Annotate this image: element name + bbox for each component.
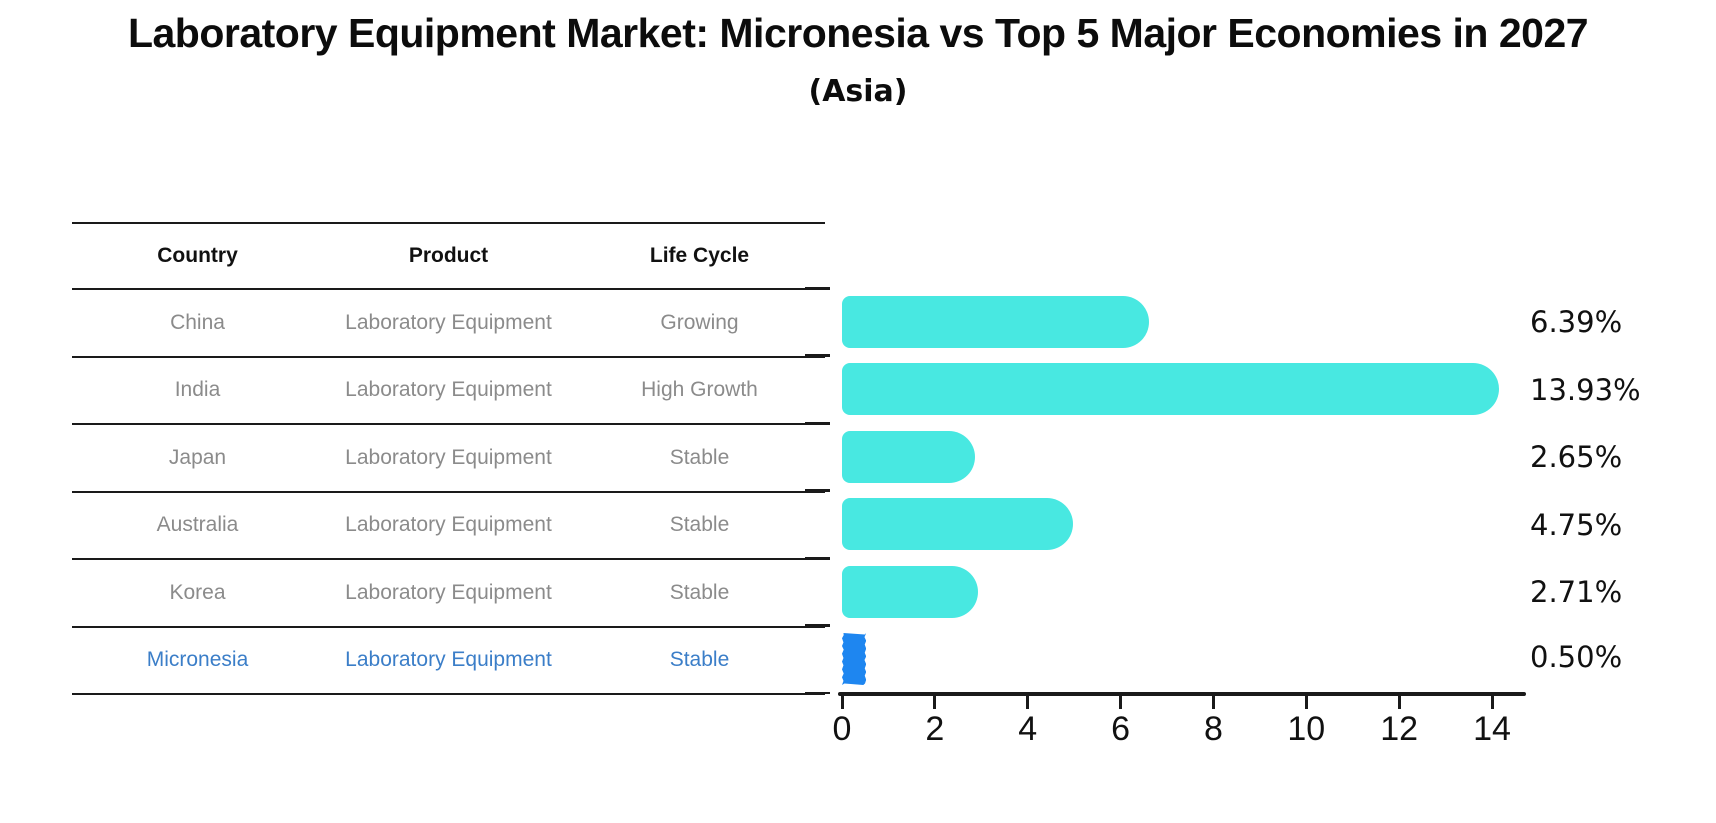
tick-mark (1026, 695, 1030, 709)
column-header-product: Product (408, 244, 489, 267)
table-row-india: India Laboratory Equipment High Growth (72, 358, 825, 425)
y-axis-tick (805, 557, 830, 560)
cell-country: Micronesia (146, 648, 249, 672)
country-table: Country Product Life Cycle China Laborat… (72, 222, 825, 695)
value-label-korea: 2.71% (1530, 575, 1623, 609)
column-header-life-cycle: Life Cycle (649, 244, 750, 267)
tick-label: 10 (1287, 710, 1326, 748)
cell-product: Laboratory Equipment (345, 513, 552, 537)
cell-country: Australia (156, 513, 239, 537)
tick-mark (1397, 695, 1401, 709)
x-axis-line (838, 692, 1526, 696)
cell-country: India (174, 378, 221, 402)
cell-country: Japan (168, 445, 227, 469)
table-row-korea: Korea Laboratory Equipment Stable (72, 560, 825, 628)
cell-life-cycle: High Growth (641, 378, 758, 402)
bar-japan (842, 430, 976, 483)
tick-mark (1490, 695, 1494, 709)
tick-mark (1211, 695, 1215, 709)
tick-label: 6 (1111, 710, 1131, 748)
column-header-country: Country (157, 244, 238, 267)
value-label-china: 6.39% (1530, 305, 1623, 339)
cell-life-cycle: Stable (669, 445, 730, 469)
value-label-micronesia: 0.50% (1530, 640, 1623, 674)
bar-micronesia (842, 633, 867, 685)
tick-label: 0 (832, 710, 852, 748)
table-row-japan: Japan Laboratory Equipment Stable (72, 425, 825, 493)
y-axis-tick (805, 489, 830, 492)
y-axis-tick (805, 287, 830, 290)
value-label-japan: 2.65% (1530, 440, 1623, 474)
y-axis-tick (805, 422, 830, 425)
cell-product: Laboratory Equipment (345, 648, 552, 672)
cell-life-cycle: Stable (669, 513, 730, 537)
cell-life-cycle: Growing (660, 310, 739, 334)
tick-label: 4 (1018, 710, 1038, 748)
tick-label: 14 (1473, 710, 1511, 748)
cell-country: Korea (169, 580, 226, 604)
tick-label: 2 (925, 710, 945, 748)
table-header-row: Country Product Life Cycle (72, 224, 825, 290)
tick-mark (1304, 695, 1308, 709)
tick-label: 8 (1203, 710, 1223, 748)
cell-product: Laboratory Equipment (345, 378, 552, 402)
cell-product: Laboratory Equipment (345, 445, 552, 469)
bar-australia (842, 498, 1073, 550)
tick-label: 12 (1380, 710, 1419, 748)
value-label-australia: 4.75% (1530, 507, 1623, 542)
y-axis-tick (805, 691, 830, 694)
cell-life-cycle: Stable (669, 580, 730, 604)
bar-china (842, 295, 1149, 348)
value-label-india: 13.93% (1530, 372, 1641, 407)
y-axis-tick (805, 624, 830, 627)
bar-chart: 0 2 4 6 8 10 12 14 (805, 287, 1542, 748)
tick-mark (840, 695, 844, 709)
table-row-china: China Laboratory Equipment Growing (72, 290, 825, 358)
cell-product: Laboratory Equipment (345, 310, 552, 334)
cell-life-cycle: Stable (669, 648, 730, 672)
table-row-australia: Australia Laboratory Equipment Stable (72, 493, 825, 560)
cell-country: China (170, 310, 225, 334)
tick-mark (1119, 695, 1123, 709)
bar-korea (842, 565, 978, 618)
y-axis-tick (805, 354, 830, 357)
tick-mark (933, 695, 937, 709)
table-row-micronesia: Micronesia Laboratory Equipment Stable (72, 628, 825, 695)
chart-title: Laboratory Equipment Market: Micronesia … (127, 10, 1589, 56)
chart-subtitle: (Asia) (808, 74, 908, 109)
cell-product: Laboratory Equipment (345, 580, 552, 604)
bar-india (842, 363, 1499, 415)
